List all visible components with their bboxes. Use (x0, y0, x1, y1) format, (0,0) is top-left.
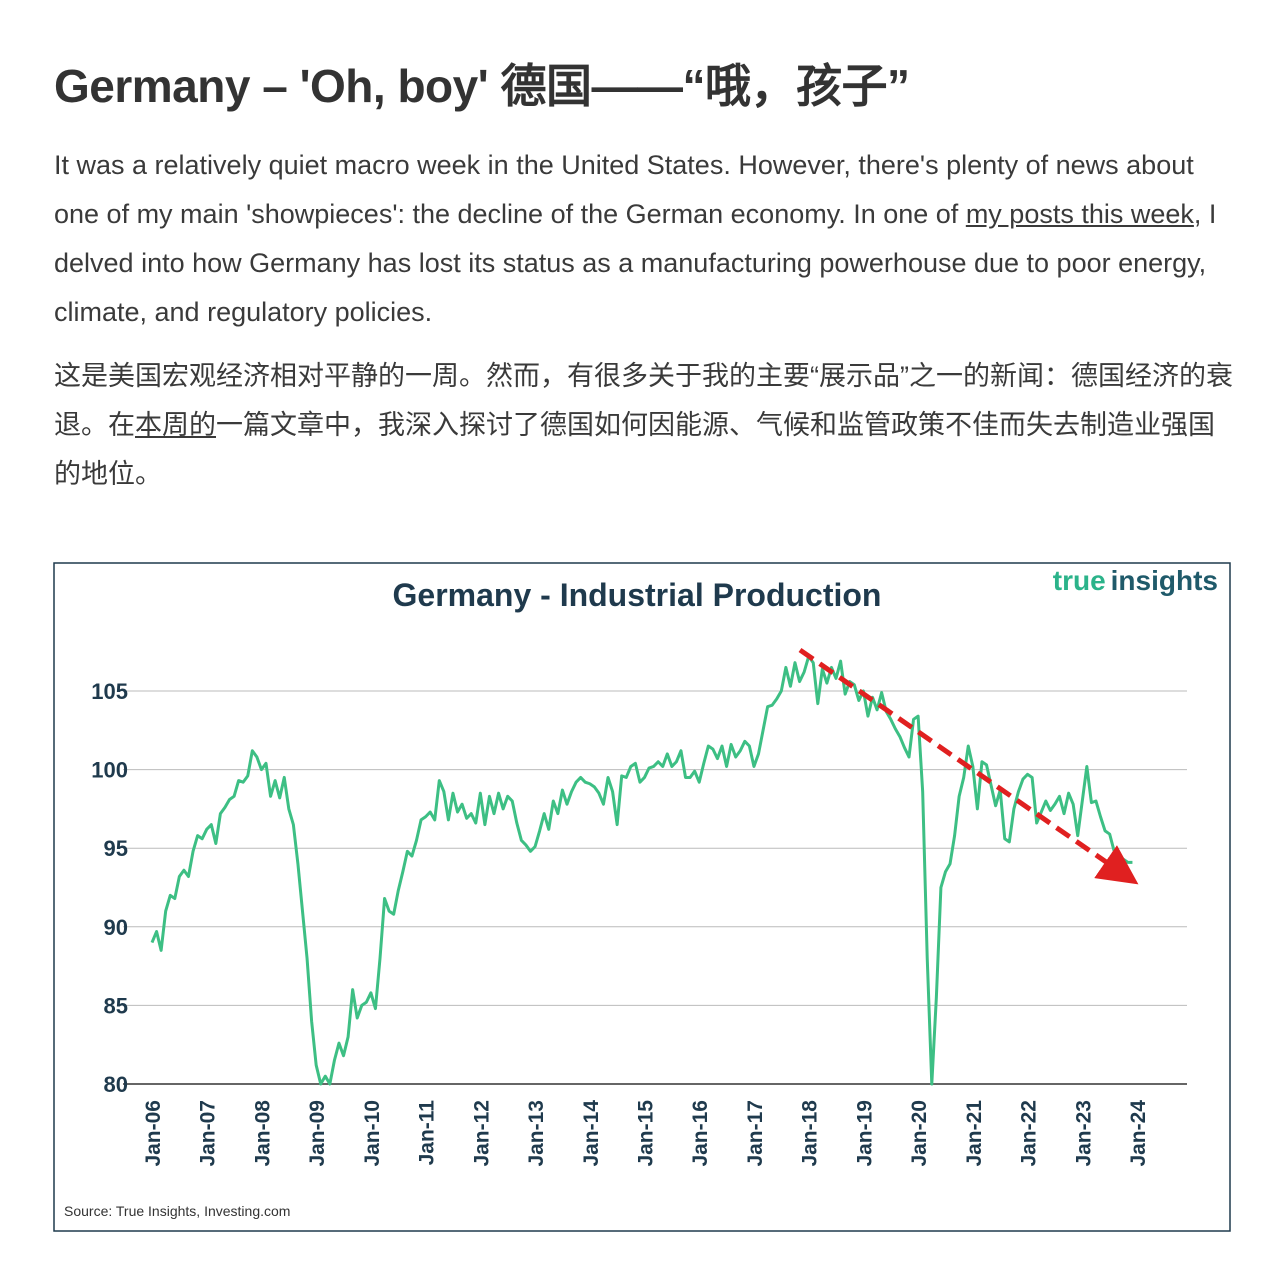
article-title: Germany – 'Oh, boy' 德国——“哦，孩子” (54, 60, 910, 112)
x-tick-label: Jan-17 (744, 1100, 767, 1167)
x-tick-label: Jan-19 (853, 1100, 876, 1167)
x-tick-label: Jan-08 (251, 1100, 274, 1167)
x-tick-label: Jan-07 (197, 1100, 220, 1167)
text: 这是美国宏观经济相对平静的一周。然而，有很多关于我的主要“展示品”之一的新闻：德… (54, 361, 1233, 440)
source: Source: True Insights, Investing.com (64, 1203, 290, 1219)
text: It was a relatively quiet macro week in … (54, 150, 1194, 229)
x-tick-label: Jan-12 (470, 1100, 493, 1167)
text: , I delved into how Germany has lost its… (54, 199, 1217, 327)
y-tick-label: 80 (104, 1072, 128, 1097)
x-tick-label: Jan-23 (1072, 1100, 1095, 1167)
x-tick-label: Jan-24 (1127, 1100, 1150, 1167)
x-tick-label: Jan-15 (635, 1100, 658, 1167)
x-tick-label: Jan-10 (361, 1100, 384, 1167)
x-tick-label: Jan-21 (963, 1100, 986, 1167)
x-tick-label: Jan-22 (1018, 1100, 1041, 1167)
logo: true insights (1053, 565, 1218, 596)
x-tick-label: Jan-14 (580, 1100, 603, 1167)
x-tick-label: Jan-09 (306, 1100, 329, 1167)
logo-word: insights (1111, 565, 1218, 596)
x-tick-label: Jan-06 (142, 1100, 165, 1167)
trend-arrow (798, 647, 1139, 885)
x-tick-label: Jan-13 (525, 1100, 548, 1167)
x-tick-label: Jan-20 (908, 1100, 931, 1167)
chart-frame (53, 562, 1231, 1232)
x-tick-label: Jan-16 (689, 1100, 712, 1167)
y-tick-label: 105 (91, 679, 128, 704)
x-tick-label: Jan-11 (416, 1100, 439, 1166)
paragraph-en: It was a relatively quiet macro week in … (54, 141, 1234, 337)
y-tick-label: 90 (104, 915, 128, 940)
text: 一篇文章中，我深入探讨了德国如何因能源、气候和监管政策不佳而失去制造业强国的地位… (54, 410, 1215, 489)
y-tick-label: 95 (104, 836, 128, 861)
link[interactable]: 本周的 (135, 410, 216, 440)
y-tick-label: 85 (104, 993, 128, 1018)
x-tick-label: Jan-18 (799, 1100, 822, 1167)
y-tick-label: 100 (91, 758, 128, 783)
logo-word: true (1053, 565, 1106, 596)
link[interactable]: my posts this week (965, 199, 1194, 229)
paragraph-zh: 这是美国宏观经济相对平静的一周。然而，有很多关于我的主要“展示品”之一的新闻：德… (54, 352, 1234, 499)
data-line (150, 654, 1133, 1086)
chart-title: Germany - Industrial Production (393, 577, 882, 613)
